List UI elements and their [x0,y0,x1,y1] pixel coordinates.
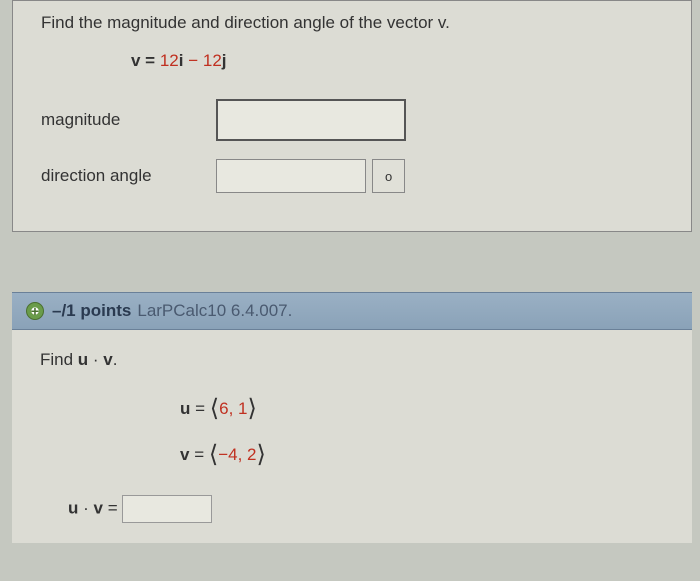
v-lb: ⟨ [209,441,218,468]
magnitude-label: magnitude [41,110,216,130]
u-rb: ⟩ [248,395,257,422]
v-definition: v = ⟨−4, 2⟩ [180,432,672,478]
degree-unit: o [372,159,405,193]
reference-label: LarPCalc10 6.4.007. [137,301,292,321]
points-label: –/1 points [52,301,131,321]
question-2-header: + –/1 points LarPCalc10 6.4.007. [12,292,692,330]
dot-product-input[interactable] [122,495,212,523]
u-label: u [180,399,190,418]
op-minus: − [184,51,203,70]
eq-lhs: v = [131,51,160,70]
gap [0,232,700,292]
res-eq: = [103,499,122,518]
u-definition: u = ⟨6, 1⟩ [180,386,672,432]
magnitude-row: magnitude [41,99,671,141]
question-1-prompt: Find the magnitude and direction angle o… [41,13,671,33]
coef-2: 12 [203,51,222,70]
dot-product-row: u · v = [40,495,672,523]
q2-prefix: Find [40,350,78,369]
u-eq: = [190,399,209,418]
plus-glyph: + [31,303,39,319]
magnitude-input[interactable] [216,99,406,141]
coef-1: 12 [160,51,179,70]
u-lb: ⟨ [210,395,219,422]
vector-equation: v = 12i − 12j [41,51,671,71]
v-vals: −4, 2 [218,445,256,464]
direction-input[interactable] [216,159,366,193]
v-eq: = [189,445,208,464]
v-rb: ⟩ [257,441,266,468]
degree-symbol: o [385,169,392,184]
question-2-container: Find u · v. u = ⟨6, 1⟩ v = ⟨−4, 2⟩ u · v… [12,330,692,543]
direction-label: direction angle [41,166,216,186]
u-vals: 6, 1 [219,399,247,418]
unit-j: j [222,51,227,70]
question-1-container: Find the magnitude and direction angle o… [12,0,692,232]
q2-suffix: . [113,350,118,369]
direction-row: direction angle o [41,159,671,193]
res-dot: · [78,499,93,518]
question-2-prompt: Find u · v. [40,350,672,370]
q2-v: v [103,350,112,369]
vector-definitions: u = ⟨6, 1⟩ v = ⟨−4, 2⟩ [40,386,672,477]
expand-icon[interactable]: + [26,302,44,320]
res-u: u [68,499,78,518]
q2-dot: · [88,350,103,369]
q2-u: u [78,350,88,369]
res-v: v [94,499,103,518]
